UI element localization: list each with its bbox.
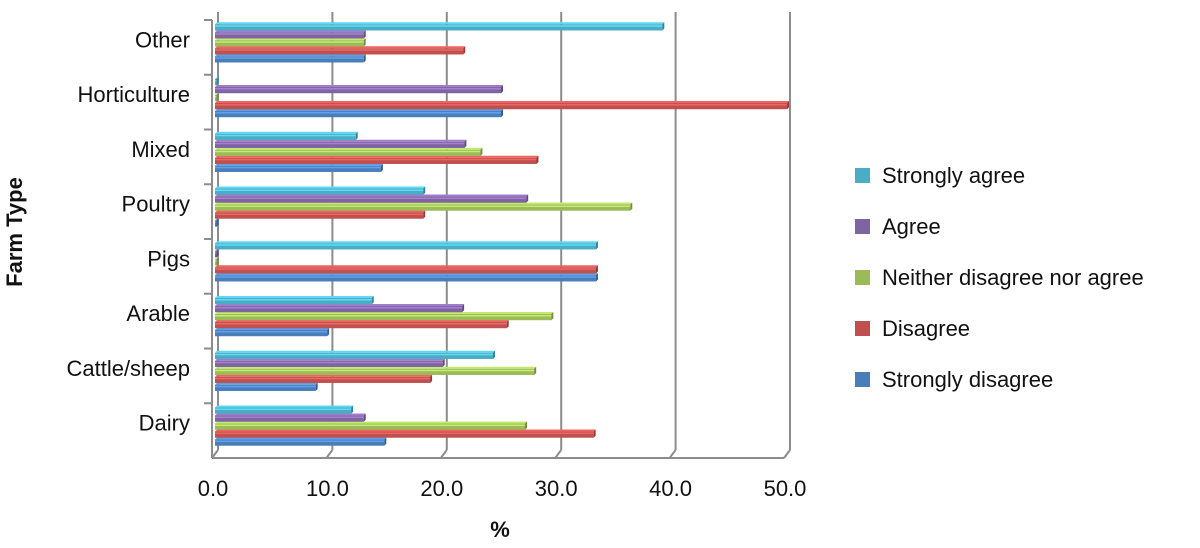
bar [215,273,598,282]
bar [215,328,330,337]
bar [215,186,426,195]
y-tick-label: Poultry [122,192,190,217]
bar [215,139,467,148]
bar [215,155,539,164]
bar [215,421,528,430]
bar [215,320,509,329]
bar [215,382,318,391]
legend-item: Strongly agree [855,150,1200,201]
gridlines [204,12,791,459]
bar [215,77,219,86]
y-tick-label: Cattle/sheep [66,356,190,381]
gridline-depth [668,449,677,459]
gridline-depth [783,449,791,459]
legend-swatch [855,270,870,285]
x-tick-label: 0.0 [198,476,229,501]
bar [215,304,465,313]
bar [215,194,529,203]
bar [215,366,537,375]
bar [215,358,445,367]
legend-swatch [855,168,870,183]
bar [215,46,466,55]
y-tick-label: Mixed [131,137,190,162]
bars [215,22,789,446]
bar [215,131,358,140]
bar [215,405,354,414]
x-tick-label: 30.0 [535,476,578,501]
x-tick-label: 40.0 [649,476,692,501]
legend-item: Neither disagree nor agree [855,252,1200,303]
bar [215,249,219,258]
y-tick-label: Horticulture [78,82,190,107]
bar [215,93,219,102]
y-tick-label: Dairy [139,411,190,436]
x-tick-label: 20.0 [420,476,463,501]
bar [215,296,374,305]
y-axis-title: Farm Type [2,177,27,287]
y-tick-label: Arable [126,301,190,326]
bar [215,257,219,266]
legend-label: Disagree [882,315,971,341]
legend-label: Strongly agree [882,162,1026,188]
bar [215,374,433,383]
legend-label: Strongly disagree [882,366,1054,392]
y-tick-label: Pigs [147,246,190,271]
legend-item: Agree [855,201,1200,252]
legend: Strongly agree Agree Neither disagree nor … [855,150,1200,405]
legend-swatch [855,321,870,336]
bar [215,38,366,47]
legend-item: Strongly disagree [855,354,1200,405]
y-tick-label: Other [135,27,190,52]
gridline-depth [439,449,448,459]
bar [215,437,387,446]
legend-label: Neither disagree nor agree [882,264,1144,290]
x-axis-title: % [490,517,510,542]
bar [215,163,383,172]
legend-label: Agree [882,213,941,239]
x-tick-label: 50.0 [764,476,807,501]
bar [215,30,366,39]
bar [215,218,219,227]
bar [215,202,633,211]
gridline-depth [325,449,334,459]
bar [215,241,598,250]
x-tick-label: 10.0 [306,476,349,501]
legend-item: Disagree [855,303,1200,354]
legend-swatch [855,372,870,387]
bar [215,350,495,359]
bar [215,22,665,31]
bar [215,54,366,63]
y-tick-labels: Dairy Cattle/sheep Arable Pigs Poultry Mixed H… [66,27,190,435]
bar [215,147,483,156]
bar [215,109,503,118]
bar [215,312,554,321]
bar [215,265,598,274]
legend-swatch [855,219,870,234]
gridline-depth [554,449,563,459]
bar [215,413,366,422]
bar [215,210,426,219]
bar [215,429,596,438]
bar [215,85,503,94]
bar [215,101,789,110]
x-tick-labels: 0.0 10.0 20.0 30.0 40.0 50.0 [198,476,807,501]
